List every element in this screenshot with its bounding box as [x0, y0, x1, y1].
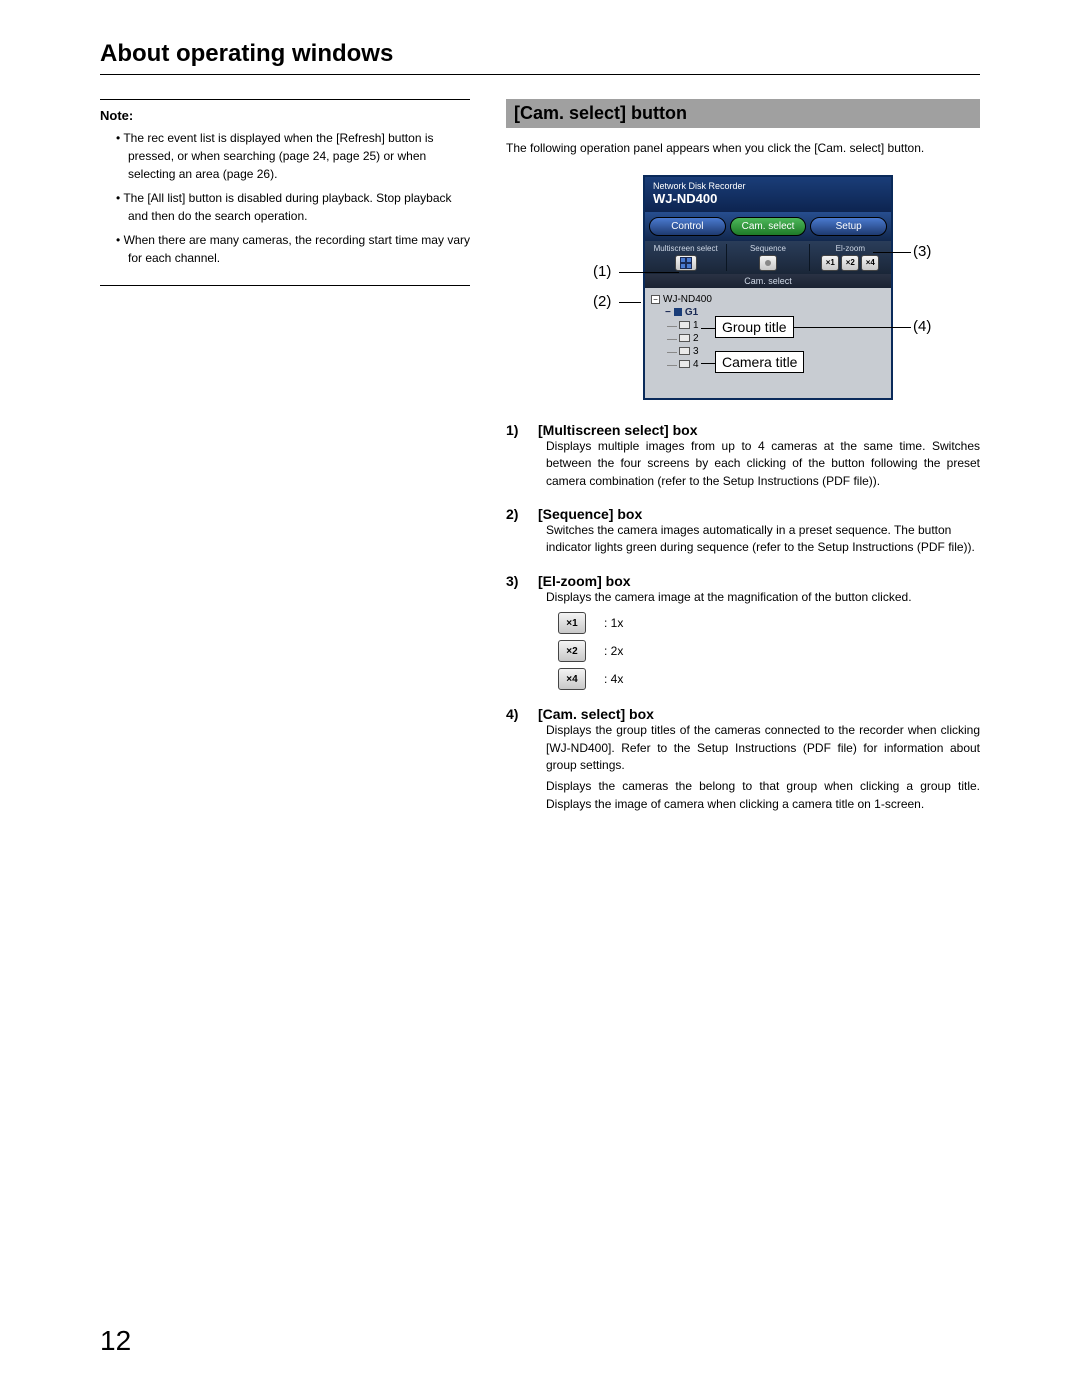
zoom-x2-button[interactable]: ×2	[841, 255, 859, 271]
callout-4: (4)	[913, 318, 931, 335]
tab-cam-select[interactable]: Cam. select	[730, 217, 807, 236]
zoom-table: ×1 : 1x ×2 : 2x ×4 : 4x	[506, 612, 980, 690]
desc-body: Displays the camera image at the magnifi…	[506, 589, 980, 606]
tree-root-label: WJ-ND400	[663, 294, 712, 305]
two-column-layout: Note: The rec event list is displayed wh…	[100, 99, 980, 829]
multiscreen-label: Multiscreen select	[645, 244, 726, 253]
desc-num: 4)	[506, 706, 524, 722]
zoom-row: ×1 : 1x	[558, 612, 980, 634]
desc-num: 3)	[506, 573, 524, 589]
multiscreen-cell: Multiscreen select	[645, 244, 727, 271]
camera-title-label: Camera title	[715, 351, 804, 373]
section-intro: The following operation panel appears wh…	[506, 140, 980, 157]
callout-line	[619, 302, 641, 303]
titlebar-title: WJ-ND400	[653, 191, 883, 206]
page-title: About operating windows	[100, 40, 980, 75]
tab-row: Control Cam. select Setup	[645, 212, 891, 241]
zoom-x4-icon: ×4	[558, 668, 586, 690]
desc-title: [Cam. select] box	[538, 706, 654, 722]
desc-item-4: 4) [Cam. select] box Displays the group …	[506, 706, 980, 813]
group-title-label: Group title	[715, 316, 794, 338]
desc-num: 2)	[506, 506, 524, 522]
desc-body: Displays the group titles of the cameras…	[506, 722, 980, 774]
tab-setup[interactable]: Setup	[810, 217, 887, 236]
desc-title: [Sequence] box	[538, 506, 642, 522]
note-label: Note:	[100, 108, 470, 123]
zoom-row: ×4 : 4x	[558, 668, 980, 690]
callout-2: (2)	[593, 293, 611, 310]
camera-icon	[679, 321, 690, 329]
zoom-row: ×2 : 2x	[558, 640, 980, 662]
desc-item-3: 3) [El-zoom] box Displays the camera ima…	[506, 573, 980, 690]
tree-root[interactable]: − WJ-ND400	[651, 294, 885, 305]
camselect-bar: Cam. select	[645, 274, 891, 288]
callout-3: (3)	[913, 243, 931, 260]
zoom-x2-icon: ×2	[558, 640, 586, 662]
callout-1: (1)	[593, 263, 611, 280]
camera-icon	[679, 334, 690, 342]
desc-title: [Multiscreen select] box	[538, 422, 698, 438]
zoom-x1-icon: ×1	[558, 612, 586, 634]
note-item: The rec event list is displayed when the…	[100, 129, 470, 183]
page-number: 12	[100, 1325, 131, 1357]
note-item: When there are many cameras, the recordi…	[100, 231, 470, 267]
ui-panel-figure: Network Disk Recorder WJ-ND400 Control C…	[593, 175, 893, 400]
collapse-icon[interactable]: −	[665, 307, 671, 318]
grid-icon	[680, 257, 692, 269]
zoom-label: : 2x	[604, 644, 623, 658]
zoom-label: : 1x	[604, 616, 623, 630]
desc-body-2: Displays the cameras the belong to that …	[506, 778, 980, 813]
left-column: Note: The rec event list is displayed wh…	[100, 99, 470, 829]
callout-line	[701, 363, 715, 364]
titlebar-subtitle: Network Disk Recorder	[653, 181, 883, 191]
group-icon	[674, 308, 682, 316]
sequence-label: Sequence	[727, 244, 808, 253]
callout-line	[619, 272, 679, 273]
multiscreen-button[interactable]	[675, 255, 697, 271]
desc-num: 1)	[506, 422, 524, 438]
zoom-x1-button[interactable]: ×1	[821, 255, 839, 271]
collapse-icon[interactable]: −	[651, 295, 660, 304]
desc-item-1: 1) [Multiscreen select] box Displays mul…	[506, 422, 980, 490]
note-list: The rec event list is displayed when the…	[100, 129, 470, 267]
section-header: [Cam. select] button	[506, 99, 980, 128]
control-row: Multiscreen select	[645, 241, 891, 274]
note-block: Note: The rec event list is displayed wh…	[100, 99, 470, 286]
tab-control[interactable]: Control	[649, 217, 726, 236]
desc-body: Displays multiple images from up to 4 ca…	[506, 438, 980, 490]
callout-line	[701, 328, 715, 329]
tree-group-label: G1	[685, 307, 698, 318]
sequence-button[interactable]	[759, 255, 777, 271]
zoom-label: : 4x	[604, 672, 623, 686]
callout-line	[873, 252, 911, 253]
desc-item-2: 2) [Sequence] box Switches the camera im…	[506, 506, 980, 557]
camera-tree: − WJ-ND400 − G1 1 2 3 4	[645, 288, 891, 398]
desc-body: Switches the camera images automatically…	[506, 522, 980, 557]
zoom-x4-button[interactable]: ×4	[861, 255, 879, 271]
elzoom-cell: El-zoom ×1 ×2 ×4	[810, 244, 891, 271]
desc-title: [El-zoom] box	[538, 573, 631, 589]
note-item: The [All list] button is disabled during…	[100, 189, 470, 225]
callout-line	[793, 327, 911, 328]
right-column: [Cam. select] button The following opera…	[506, 99, 980, 829]
ui-titlebar: Network Disk Recorder WJ-ND400	[645, 177, 891, 212]
camera-icon	[679, 347, 690, 355]
camera-icon	[679, 360, 690, 368]
sequence-cell: Sequence	[727, 244, 809, 271]
